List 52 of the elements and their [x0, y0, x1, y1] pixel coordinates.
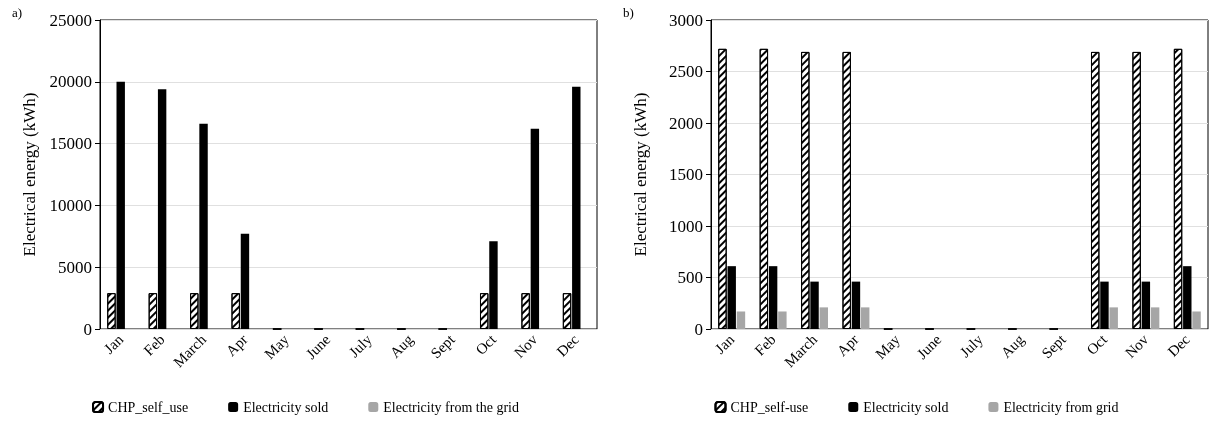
x-tick-label: June [913, 331, 945, 363]
x-tick-label: Feb [751, 331, 779, 359]
x-tick-label: Apr [833, 331, 862, 360]
x-tick-label: Nov [1121, 330, 1152, 361]
x-tick-label: Nov [510, 330, 541, 361]
x-tick-label: Apr [222, 331, 251, 360]
x-tick-label: Feb [140, 331, 168, 359]
bar [1192, 311, 1201, 329]
x-tick-label: May [872, 330, 904, 363]
x-tick-label: Sept [1038, 330, 1070, 362]
x-tick-label: Sept [427, 330, 459, 362]
x-tick-label: Jan [100, 330, 127, 357]
legend-label: Electricity from the grid [383, 399, 519, 415]
x-tick-label: Jan [711, 330, 738, 357]
legend-label: Electricity from grid [1003, 399, 1119, 415]
y-tick-label: 25000 [49, 10, 92, 30]
x-tick-label: July [956, 330, 987, 361]
x-tick-label: Aug [386, 330, 417, 361]
legend-label: CHP_self_use [108, 399, 189, 415]
y-tick-label: 2500 [669, 62, 703, 81]
bar [1150, 307, 1160, 329]
y-tick-label: 0 [83, 319, 92, 339]
x-tick-label: Dec [1164, 331, 1194, 360]
legend-label: Electricity sold [863, 399, 949, 415]
bar [861, 307, 870, 329]
x-tick-label: Oct [1083, 330, 1111, 358]
y-axis-title: Electrical energy (kWh) [20, 92, 39, 257]
y-tick-label: 20000 [49, 72, 92, 92]
legend-label: CHP_self-use [730, 399, 809, 415]
y-tick-label: 0 [694, 319, 703, 339]
bar [736, 311, 746, 329]
text: a) [12, 5, 23, 20]
y-tick-label: 2000 [669, 113, 703, 133]
y-tick-label: 1500 [669, 165, 703, 184]
y-axis-title: Electrical energy (kWh) [631, 92, 650, 257]
x-tick-label: May [261, 330, 293, 363]
x-tick-label: July [345, 330, 376, 361]
text: b) [623, 5, 634, 20]
x-tick-label: June [302, 331, 334, 363]
y-tick-label: 5000 [58, 257, 92, 277]
x-tick-label: Dec [553, 331, 583, 360]
bar [1109, 307, 1118, 329]
y-tick-label: 3000 [669, 10, 703, 30]
y-tick-label: 15000 [49, 134, 92, 154]
x-tick-label: Aug [997, 330, 1028, 361]
legend-label: Electricity sold [243, 399, 329, 415]
bar [778, 311, 787, 329]
y-tick-label: 10000 [49, 195, 92, 215]
bar [819, 307, 828, 329]
x-tick-label: Oct [472, 330, 500, 358]
y-tick-label: 500 [677, 268, 703, 287]
y-tick-label: 1000 [669, 216, 703, 236]
